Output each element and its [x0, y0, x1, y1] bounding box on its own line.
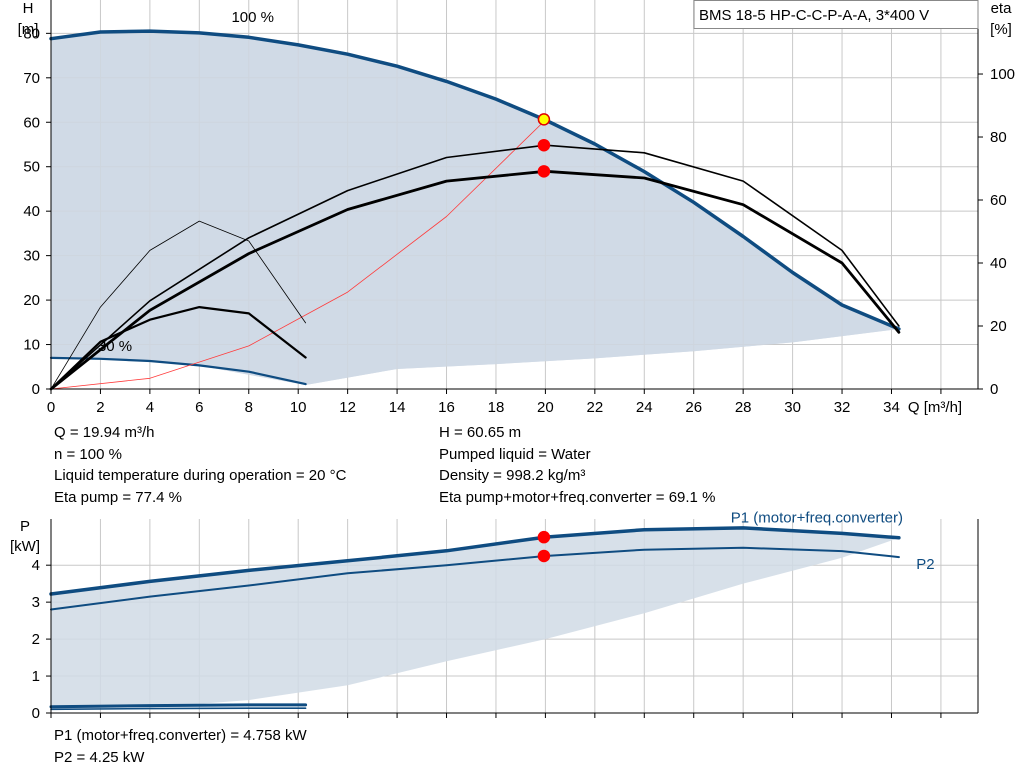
y2-tick-label: 0 [990, 381, 998, 398]
temperature-readout: Liquid temperature during operation = 20… [54, 467, 347, 484]
x-tick-label: 8 [245, 399, 253, 416]
head-efficiency-panel: 100 %30 %0 2 4 6 8 10 12 14 16 18 20 22 24 26 28 30 32 34… [18, 0, 1015, 416]
title-box [693, 0, 979, 29]
y-tick-label: 0 [32, 381, 40, 398]
curve-100- [49, 29, 901, 331]
curve-label: 30 % [98, 338, 132, 355]
x-tick-label: 30 [784, 399, 801, 416]
x-tick-label: 20 [537, 399, 554, 416]
y2-tick-label: 60 [990, 192, 1007, 209]
y-tick-label: 0 [32, 705, 40, 722]
p2-readout: P2 = 4.25 kW [54, 748, 145, 766]
duty-point-marker [537, 165, 551, 178]
x-tick-label: 2 [96, 399, 104, 416]
head-readout: H = 60.65 m [439, 424, 522, 441]
curve-eta-100 [50, 144, 900, 390]
y2-tick-label: 80 [990, 129, 1007, 146]
curve-label: P2 [916, 556, 934, 573]
y2-tick-label: 40 [990, 255, 1007, 272]
y-tick-label: 2 [32, 631, 40, 648]
y2-tick-label: 100 [990, 66, 1015, 83]
y2-axis-title: eta [991, 0, 1013, 17]
y-tick-label: 3 [32, 594, 40, 611]
power-range-band [51, 527, 899, 709]
x-tick-label: 10 [290, 399, 307, 416]
flow-readout: Q = 19.94 m³/h [54, 424, 155, 441]
x-tick-label: 14 [389, 399, 406, 416]
eta-pump-readout: Eta pump = 77.4 % [54, 488, 182, 506]
curve-system [50, 119, 546, 390]
curve-30- [49, 356, 307, 386]
x-axis-title: Q [m³/h] [908, 399, 962, 416]
x-tick-label: 18 [488, 399, 505, 416]
readout-left: Q = 19.94 m³/h n = 100 % Liquid temperat… [54, 422, 346, 508]
y2-tick-label: 20 [990, 318, 1007, 335]
curve-p1-30 [49, 703, 308, 709]
power-panel: P1 (motor+freq.converter) P2 0 1 2 3 4 P [kW] [10, 510, 979, 722]
y-tick-label: 70 [23, 70, 40, 87]
curve-label: 100 % [231, 9, 274, 26]
x-tick-label: 0 [47, 399, 55, 416]
eta-total-readout: Eta pump+motor+freq.converter = 69.1 % [439, 488, 716, 506]
x-tick-label: 6 [195, 399, 203, 416]
x-tick-label: 16 [438, 399, 455, 416]
y-axis-title: P [20, 518, 30, 535]
y-tick-label: 40 [23, 203, 40, 220]
density-readout: Density = 998.2 kg/m³ [439, 467, 586, 484]
curve-p1-motor-freq-converter- [49, 526, 901, 596]
y-axis-unit: [m] [18, 21, 39, 38]
y2-axis-unit: [%] [990, 21, 1012, 38]
duty-point-marker [537, 138, 551, 152]
y-tick-label: 4 [32, 557, 40, 574]
x-tick-label: 24 [636, 399, 653, 416]
operating-range-band-overlay [51, 31, 899, 385]
x-tick-label: 22 [586, 399, 603, 416]
y-tick-label: 1 [32, 668, 40, 685]
y-tick-label: 30 [23, 248, 40, 265]
curve-p2 [50, 546, 900, 611]
liquid-readout: Pumped liquid = Water [439, 445, 591, 463]
curve-label: P1 (motor+freq.converter) [731, 510, 903, 527]
duty-point-marker [537, 549, 551, 563]
y-tick-label: 20 [23, 292, 40, 309]
y-axis-unit: [kW] [10, 538, 40, 555]
y-axis-title: H [23, 0, 34, 17]
curve-eta-30-total [49, 306, 307, 391]
chart-title: BMS 18-5 HP-C-C-P-A-A, 3*400 V [699, 7, 929, 24]
y-tick-label: 60 [23, 114, 40, 131]
p1-readout: P1 (motor+freq.converter) = 4.758 kW [54, 727, 307, 744]
x-tick-label: 4 [146, 399, 154, 416]
x-tick-label: 28 [735, 399, 752, 416]
readout-power: P1 (motor+freq.converter) = 4.758 kW P2 … [54, 725, 307, 768]
duty-point-marker [537, 113, 551, 126]
readout-right: H = 60.65 m Pumped liquid = Water Densit… [439, 422, 715, 508]
x-tick-label: 12 [339, 399, 356, 416]
curve-eta-total [49, 169, 901, 391]
duty-point-marker [537, 530, 551, 544]
speed-readout: n = 100 % [54, 445, 122, 463]
curve-p2-30 [50, 707, 307, 711]
x-tick-label: 32 [834, 399, 851, 416]
x-tick-label: 26 [685, 399, 702, 416]
y-tick-label: 50 [23, 159, 40, 176]
x-tick-label: 34 [883, 399, 900, 416]
y-tick-label: 80 [23, 25, 40, 42]
y-tick-label: 10 [23, 337, 40, 354]
curve-eta-30 [50, 220, 306, 390]
